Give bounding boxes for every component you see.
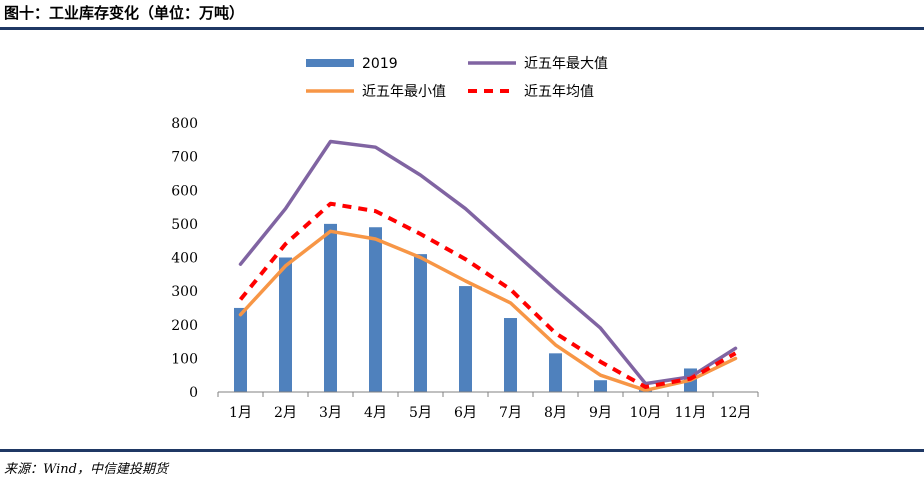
legend-label: 2019 bbox=[362, 56, 398, 72]
bottom-rule bbox=[0, 449, 924, 452]
bar bbox=[459, 286, 472, 392]
y-tick-label: 500 bbox=[171, 217, 198, 233]
legend-label: 近五年最大值 bbox=[524, 56, 608, 72]
x-tick-label: 1月 bbox=[229, 405, 252, 421]
x-tick-label: 3月 bbox=[319, 405, 342, 421]
line-series bbox=[238, 139, 738, 393]
top-rule bbox=[0, 27, 924, 30]
y-tick-label: 400 bbox=[171, 251, 198, 267]
y-tick-label: 600 bbox=[171, 183, 198, 199]
x-tick-label: 2月 bbox=[274, 405, 297, 421]
series-line bbox=[238, 229, 738, 393]
figure-title: 图十：工业库存变化（单位：万吨） bbox=[4, 4, 245, 22]
bar bbox=[414, 254, 427, 392]
bar bbox=[594, 380, 607, 392]
bar bbox=[549, 353, 562, 392]
x-tick-label: 10月 bbox=[630, 405, 662, 421]
y-axis: 0 100 200 300 400 500 600 700 800 bbox=[171, 116, 198, 401]
bar bbox=[234, 307, 247, 392]
bar bbox=[324, 223, 337, 392]
x-tick-label: 7月 bbox=[499, 405, 522, 421]
series-line bbox=[238, 139, 738, 386]
y-tick-label: 300 bbox=[171, 284, 198, 300]
x-tick-label: 4月 bbox=[364, 405, 387, 421]
x-tick-label: 5月 bbox=[409, 405, 432, 421]
x-tick-label: 11月 bbox=[675, 405, 707, 421]
y-tick-label: 200 bbox=[171, 318, 198, 334]
y-tick-label: 700 bbox=[171, 150, 198, 166]
y-tick-label: 800 bbox=[171, 116, 198, 132]
series-line bbox=[238, 201, 737, 389]
bar-series bbox=[234, 223, 697, 392]
bar bbox=[279, 257, 292, 392]
y-tick-label: 100 bbox=[171, 351, 198, 367]
x-tick-label: 6月 bbox=[454, 405, 477, 421]
x-tick-label: 8月 bbox=[544, 405, 567, 421]
y-tick-label: 0 bbox=[189, 385, 198, 401]
legend-label: 近五年最小值 bbox=[362, 84, 446, 100]
x-tick-label: 12月 bbox=[720, 405, 752, 421]
legend-label: 近五年均值 bbox=[524, 84, 594, 100]
bar bbox=[504, 318, 517, 392]
source-note: 来源：Wind，中信建投期货 bbox=[4, 462, 168, 477]
x-tick-label: 9月 bbox=[589, 405, 612, 421]
bar bbox=[369, 227, 382, 392]
legend-swatch bbox=[306, 59, 354, 67]
x-axis: 1月 2月 3月 4月 5月 6月 7月 8月 9月 10月 11月 12月 bbox=[217, 391, 759, 421]
